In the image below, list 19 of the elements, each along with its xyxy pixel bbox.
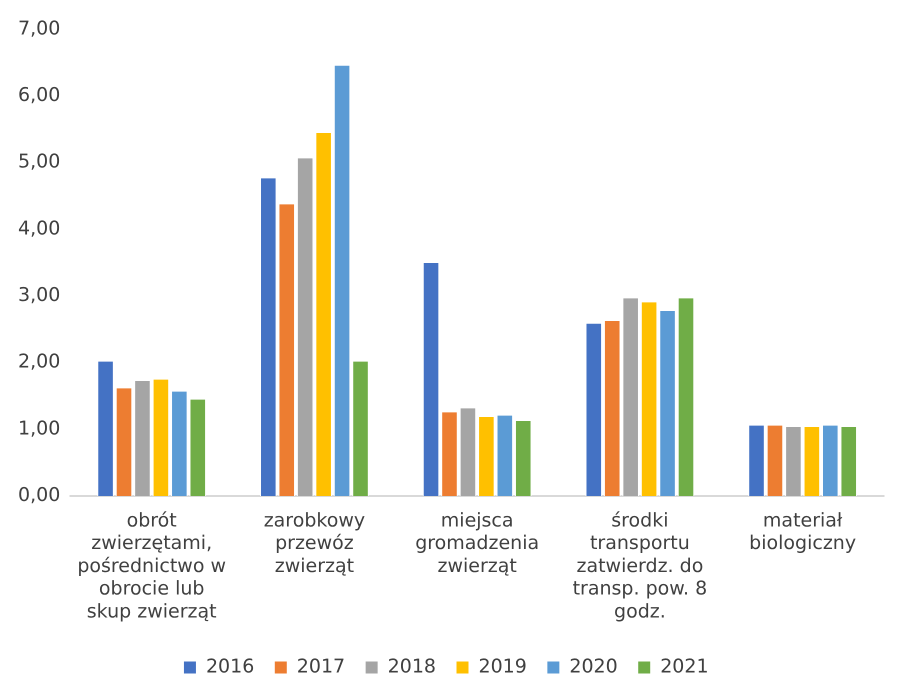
legend-label: 2020: [569, 655, 618, 678]
x-tick-label: środki transportu zatwierdz. do transp. pow. 8 godz.: [572, 509, 708, 623]
y-tick-label: 5,00: [18, 150, 60, 173]
y-tick-label: 0,00: [18, 484, 60, 506]
legend-label: 2021: [660, 655, 709, 678]
x-tick-label: materiał biologiczny: [749, 509, 856, 554]
legend-label: 2017: [296, 655, 346, 678]
y-tick-label: 1,00: [18, 417, 60, 440]
x-tick-label: zarobkowy przewóz zwierząt: [264, 509, 366, 577]
x-tick-label: miejsca gromadzenia zwierząt: [415, 509, 540, 577]
legend-label: 2016: [206, 655, 254, 678]
x-tick-label: obrót zwierzętami, pośrednictwo w obrocie lub skup zwierząt: [77, 509, 226, 623]
y-tick-label: 4,00: [18, 217, 60, 240]
legend-label: 2019: [478, 655, 527, 678]
y-tick-label: 3,00: [18, 284, 60, 306]
y-tick-label: 2,00: [18, 350, 60, 373]
legend-label: 2018: [388, 655, 436, 678]
y-tick-label: 7,00: [18, 17, 60, 40]
y-tick-label: 6,00: [18, 84, 60, 106]
